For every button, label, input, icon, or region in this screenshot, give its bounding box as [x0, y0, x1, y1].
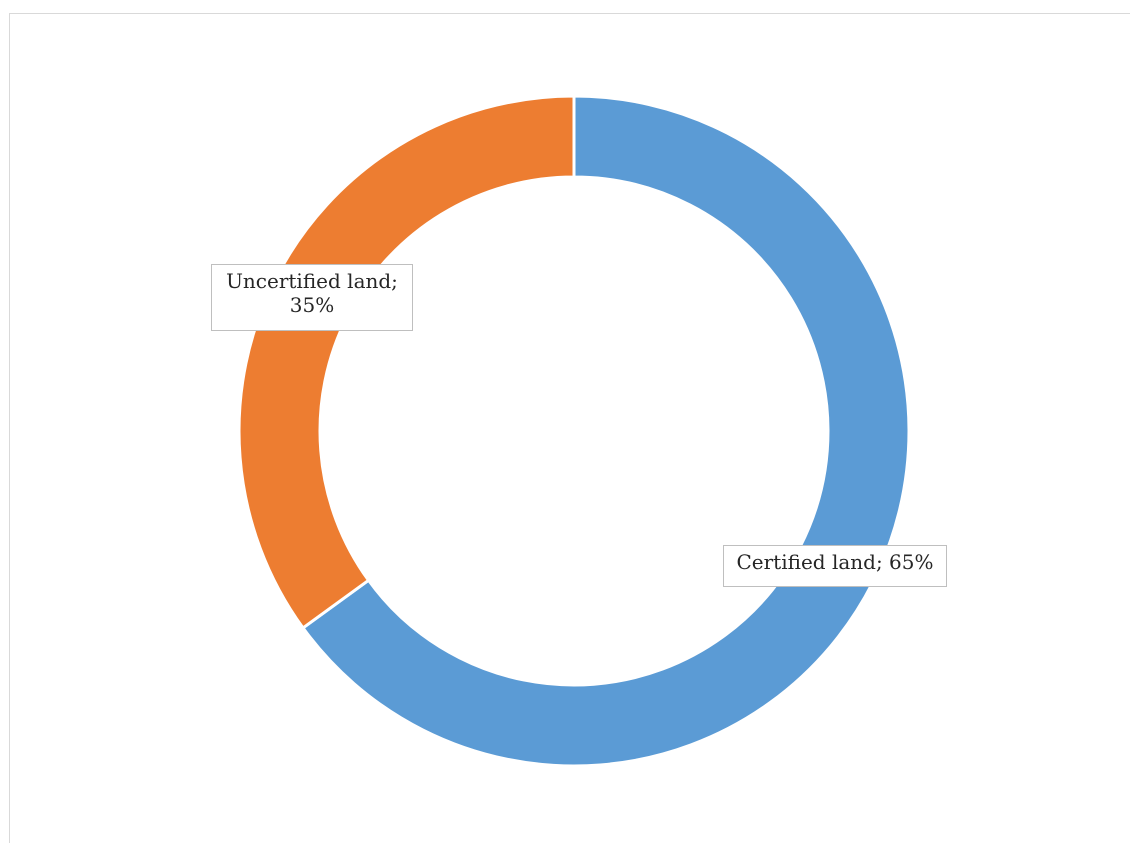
donut-slice-uncertified-land [237, 94, 576, 631]
data-label-certified-land: Certified land; 65% [723, 545, 947, 587]
data-label-uncertified-line2: 35% [289, 293, 335, 317]
donut-slice-certified-land [300, 94, 911, 768]
data-label-uncertified-land: Uncertified land; 35% [211, 264, 413, 331]
data-label-uncertified-line1: Uncertified land; [226, 269, 398, 293]
